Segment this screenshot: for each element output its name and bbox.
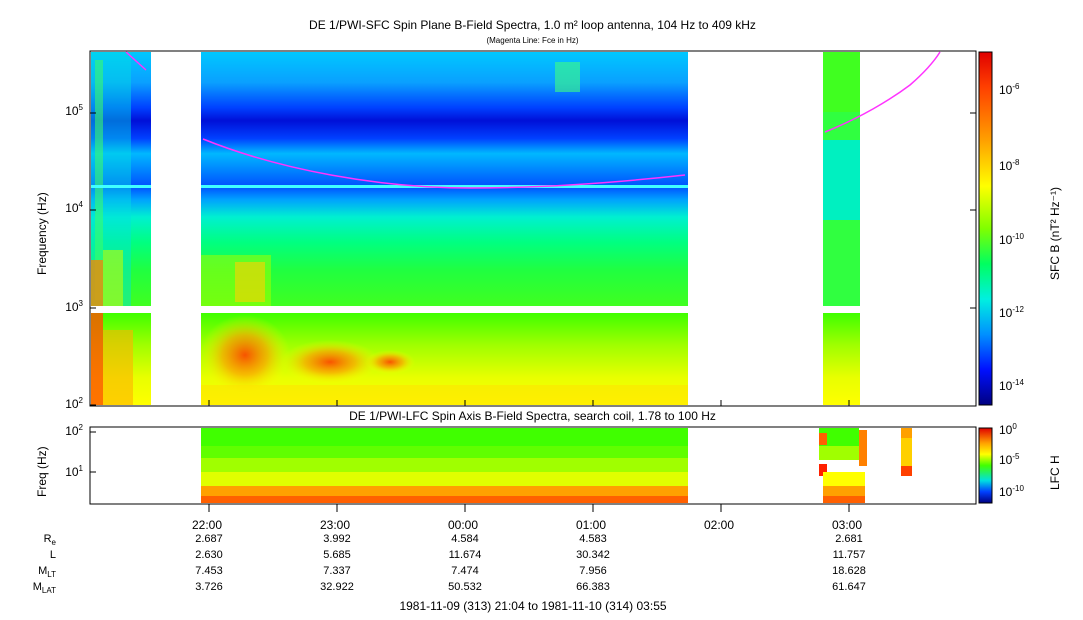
top-cbar-tick-1e-12: 10-12 [999, 305, 1024, 320]
bottom-cbar-tick-1e0: 100 [999, 422, 1017, 437]
top-ytick-1e4: 104 [65, 200, 83, 215]
ephemeris-value: 2.687 [195, 533, 223, 545]
top-panel-subtitle: (Magenta Line: Fce in Hz) [486, 36, 579, 45]
time-range-footer: 1981-11-09 (313) 21:04 to 1981-11-10 (31… [399, 599, 667, 613]
bottom-ytick-1e2: 102 [65, 423, 83, 438]
ephemeris-value: 50.532 [448, 581, 482, 593]
bottom-panel-title: DE 1/PWI-LFC Spin Axis B-Field Spectra, … [349, 409, 716, 423]
bottom-ytick-1e1: 101 [65, 464, 83, 479]
top-colorbar [978, 51, 993, 406]
top-cbar-tick-1e-8: 10-8 [999, 158, 1020, 173]
top-ytick-1e2: 102 [65, 396, 83, 411]
top-panel-low-band [91, 313, 860, 405]
ephemeris-value: 7.453 [195, 565, 223, 577]
ephemeris-value: 11.674 [448, 549, 482, 561]
ephemeris-value: 66.383 [576, 581, 610, 593]
ephemeris-value: 2.630 [195, 549, 223, 561]
time-axis-ticks [208, 400, 850, 512]
ephemeris-value: 18.628 [832, 565, 866, 577]
ephemeris-value: 7.956 [579, 565, 607, 577]
ephemeris-value: 3.992 [323, 533, 351, 545]
bottom-cbar-tick-1e-10: 10-10 [999, 484, 1024, 499]
ephemeris-value: 3.726 [195, 581, 223, 593]
ephemeris-value: 11.757 [832, 549, 866, 561]
ephem-label-mlat: MLAT [32, 581, 56, 596]
top-cbar-tick-1e-10: 10-10 [999, 232, 1024, 247]
ephemeris-value: 61.647 [832, 581, 866, 593]
ephemeris-value: 4.584 [451, 533, 479, 545]
time-tick-0100: 01:00 [576, 518, 607, 532]
ephemeris-value: 2.681 [835, 533, 863, 545]
ephemeris-value: 7.337 [323, 565, 351, 577]
fce-line [125, 51, 941, 189]
top-panel-spectrogram [91, 52, 860, 306]
top-yaxis-ticks [90, 112, 976, 406]
bottom-panel-frame [89, 426, 977, 505]
ephem-label-l: L [49, 549, 56, 561]
time-tick-0300: 03:00 [832, 518, 863, 532]
ephemeris-value: 32.922 [320, 581, 354, 593]
top-cbar-tick-1e-14: 10-14 [999, 378, 1024, 393]
bottom-yaxis-ticks [90, 431, 96, 473]
ephemeris-value: 4.583 [579, 533, 607, 545]
ephem-label-mlt: MLT [38, 565, 56, 580]
time-tick-2300: 23:00 [320, 518, 351, 532]
top-panel-title: DE 1/PWI-SFC Spin Plane B-Field Spectra,… [309, 18, 756, 32]
top-panel-frame [89, 50, 977, 407]
time-tick-0200: 02:00 [704, 518, 735, 532]
bottom-cbar-tick-1e-5: 10-5 [999, 452, 1020, 467]
bottom-colorbar [978, 427, 993, 504]
ephem-label-re: Re [43, 533, 56, 548]
time-tick-0000: 00:00 [448, 518, 479, 532]
ephemeris-value: 5.685 [323, 549, 351, 561]
top-cbar-tick-1e-6: 10-6 [999, 82, 1020, 97]
top-ytick-1e3: 103 [65, 299, 83, 314]
time-tick-2200: 22:00 [192, 518, 223, 532]
bottom-panel-spectrogram [201, 428, 912, 503]
top-ytick-1e5: 105 [65, 103, 83, 118]
ephemeris-value: 30.342 [576, 549, 610, 561]
ephemeris-value: 7.474 [451, 565, 479, 577]
